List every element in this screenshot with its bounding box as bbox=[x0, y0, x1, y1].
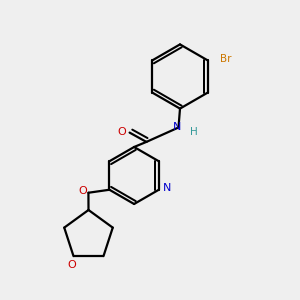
Text: O: O bbox=[118, 127, 127, 137]
Text: O: O bbox=[68, 260, 76, 269]
Text: O: O bbox=[79, 186, 87, 196]
Text: Br: Br bbox=[220, 54, 231, 64]
Text: N: N bbox=[163, 183, 171, 193]
Text: N: N bbox=[173, 122, 181, 133]
Text: H: H bbox=[190, 127, 198, 137]
